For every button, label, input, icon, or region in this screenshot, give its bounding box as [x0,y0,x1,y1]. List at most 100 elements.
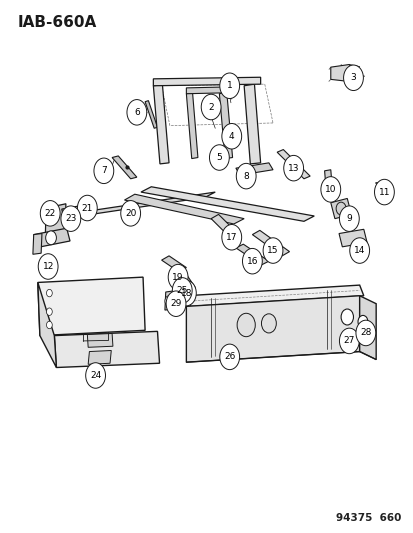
Text: 20: 20 [125,209,136,218]
Circle shape [94,158,114,183]
Circle shape [339,328,358,354]
Polygon shape [33,233,42,254]
Circle shape [46,289,52,297]
Polygon shape [87,334,113,348]
Text: 6: 6 [134,108,140,117]
Text: 4: 4 [228,132,234,141]
Polygon shape [38,282,56,368]
Text: 12: 12 [43,262,54,271]
Text: 10: 10 [324,185,336,194]
Circle shape [283,156,303,181]
Circle shape [340,309,353,325]
Polygon shape [164,291,173,310]
Polygon shape [183,293,191,304]
Polygon shape [235,163,272,175]
Text: 29: 29 [170,299,181,308]
Polygon shape [252,230,289,256]
Text: 14: 14 [353,246,364,255]
Circle shape [221,224,241,250]
Polygon shape [324,169,332,196]
Polygon shape [244,84,260,164]
Circle shape [236,164,256,189]
Circle shape [64,208,73,219]
Text: 2: 2 [208,102,214,111]
Polygon shape [153,77,260,86]
Text: 25: 25 [176,286,188,295]
Polygon shape [186,285,363,306]
Circle shape [242,248,262,274]
Polygon shape [235,244,268,265]
Polygon shape [186,87,232,94]
Circle shape [339,206,358,231]
Polygon shape [54,332,159,368]
Text: 9: 9 [346,214,351,223]
Circle shape [79,205,87,215]
Text: 22: 22 [45,209,56,218]
Polygon shape [153,85,169,164]
Circle shape [178,276,187,287]
Circle shape [221,124,241,149]
Polygon shape [62,204,94,220]
Polygon shape [145,101,157,128]
Text: 5: 5 [216,153,222,162]
Polygon shape [276,150,309,179]
Circle shape [166,291,185,317]
Circle shape [168,264,188,290]
Text: 15: 15 [267,246,278,255]
Text: IAB-660A: IAB-660A [17,14,96,29]
Polygon shape [112,156,137,179]
Polygon shape [33,228,70,247]
Circle shape [374,179,393,205]
Polygon shape [330,198,351,219]
Polygon shape [141,187,313,221]
Text: 1: 1 [226,81,232,90]
Circle shape [45,231,56,245]
Circle shape [349,238,369,263]
Circle shape [127,100,146,125]
Text: 3: 3 [350,73,356,82]
Text: 21: 21 [81,204,93,213]
Circle shape [77,195,97,221]
Circle shape [61,206,81,231]
Polygon shape [211,214,240,240]
Circle shape [355,320,375,346]
Text: 11: 11 [378,188,389,197]
Text: 26: 26 [223,352,235,361]
Circle shape [357,316,367,328]
Circle shape [201,94,221,120]
Polygon shape [338,229,366,247]
Polygon shape [38,277,145,336]
Polygon shape [161,256,186,272]
Circle shape [176,280,196,306]
Text: 94375  660: 94375 660 [335,513,400,523]
Polygon shape [219,93,232,159]
Circle shape [183,293,191,304]
Text: 27: 27 [343,336,354,345]
Polygon shape [124,194,244,224]
Text: 28: 28 [359,328,370,337]
Text: 16: 16 [246,257,258,265]
Circle shape [38,254,58,279]
Circle shape [40,200,60,226]
Circle shape [237,313,255,337]
Text: 24: 24 [90,371,101,380]
Circle shape [172,278,192,303]
Polygon shape [45,204,66,239]
Circle shape [85,363,105,388]
Polygon shape [186,93,197,159]
Text: 19: 19 [172,273,183,281]
Circle shape [46,308,52,316]
Text: 7: 7 [101,166,107,175]
Circle shape [263,238,282,263]
Polygon shape [186,296,359,362]
Polygon shape [330,64,353,82]
Text: 13: 13 [287,164,299,173]
Text: 18: 18 [180,288,192,297]
Polygon shape [88,351,111,365]
Circle shape [219,344,239,369]
Polygon shape [62,192,215,219]
Circle shape [121,200,140,226]
Text: 8: 8 [243,172,249,181]
Circle shape [261,314,275,333]
Circle shape [320,176,340,202]
